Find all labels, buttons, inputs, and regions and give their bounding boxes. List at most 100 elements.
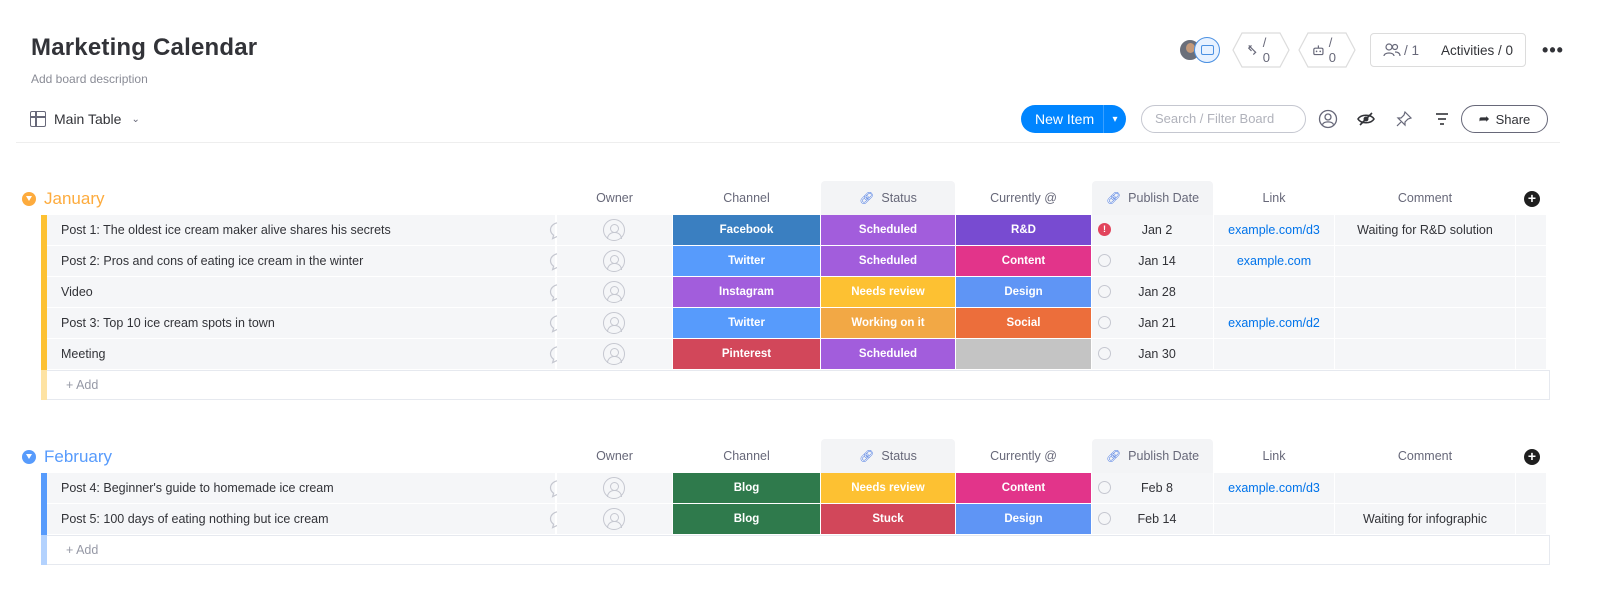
group-collapse-icon[interactable] <box>22 450 36 464</box>
comment-cell[interactable] <box>1335 308 1515 338</box>
item-name-cell[interactable]: Meeting <box>47 339 571 369</box>
column-header-owner[interactable]: Owner <box>596 191 633 205</box>
hide-columns-eye-icon[interactable] <box>1355 108 1377 130</box>
chevron-down-icon[interactable]: ▾ <box>1112 113 1118 125</box>
table-row[interactable]: Post 5: 100 days of eating nothing but i… <box>18 504 1550 535</box>
column-header-publish-date[interactable]: 🔗︎ Publish Date <box>1092 181 1213 215</box>
column-header-owner[interactable]: Owner <box>596 449 633 463</box>
channel-label[interactable]: Pinterest <box>673 339 820 369</box>
automations-button[interactable]: / 0 <box>1298 32 1356 68</box>
currently-label[interactable]: Content <box>956 246 1091 276</box>
link-cell[interactable]: example.com/d3 <box>1214 473 1334 503</box>
link-cell[interactable]: example.com/d2 <box>1214 308 1334 338</box>
item-name-cell[interactable]: Post 1: The oldest ice cream maker alive… <box>47 215 571 245</box>
link-cell[interactable] <box>1214 504 1334 534</box>
item-name[interactable]: Post 3: Top 10 ice cream spots in town <box>61 316 275 330</box>
add-item-input[interactable]: + Add <box>47 535 1550 565</box>
link-cell[interactable] <box>1214 339 1334 369</box>
column-header-publish-date[interactable]: 🔗︎ Publish Date <box>1092 439 1213 473</box>
item-name-cell[interactable]: Post 5: 100 days of eating nothing but i… <box>47 504 571 534</box>
channel-label[interactable]: Blog <box>673 473 820 503</box>
item-name-cell[interactable]: Post 2: Pros and cons of eating ice crea… <box>47 246 571 276</box>
item-name-cell[interactable]: Post 3: Top 10 ice cream spots in town <box>47 308 571 338</box>
status-label[interactable]: Scheduled <box>821 339 955 369</box>
comment-cell[interactable] <box>1335 339 1515 369</box>
publish-date-cell[interactable]: Jan 14 <box>1092 246 1213 276</box>
board-description[interactable]: Add board description <box>31 72 148 86</box>
table-row[interactable]: Post 3: Top 10 ice cream spots in town T… <box>18 308 1550 339</box>
new-item-button[interactable]: New Item ▾ <box>1021 105 1126 133</box>
table-row[interactable]: Post 4: Beginner's guide to homemade ice… <box>18 473 1550 504</box>
owner-cell[interactable] <box>557 308 672 338</box>
more-options-icon[interactable]: ••• <box>1542 39 1564 60</box>
status-label[interactable]: Scheduled <box>821 215 955 245</box>
column-header-link[interactable]: Link <box>1262 449 1286 463</box>
add-item-row[interactable]: + Add <box>18 535 1550 565</box>
status-label[interactable]: Needs review <box>821 473 955 503</box>
publish-date-cell[interactable]: Feb 8 <box>1092 473 1213 503</box>
table-row[interactable]: Post 2: Pros and cons of eating ice crea… <box>18 246 1550 277</box>
members-activities-button[interactable]: / 1 Activities / 0 <box>1370 33 1527 67</box>
column-header-channel[interactable]: Channel <box>723 191 770 205</box>
item-name-cell[interactable]: Post 4: Beginner's guide to homemade ice… <box>47 473 571 503</box>
owner-cell[interactable] <box>557 277 672 307</box>
owner-cell[interactable] <box>557 473 672 503</box>
link-cell[interactable] <box>1214 277 1334 307</box>
item-name-cell[interactable]: Video <box>47 277 571 307</box>
column-header-status[interactable]: 🔗︎ Status <box>821 181 955 215</box>
group-title[interactable]: February <box>44 447 113 466</box>
item-name[interactable]: Post 5: 100 days of eating nothing but i… <box>61 512 329 526</box>
column-header-currently[interactable]: Currently @ <box>990 191 1057 205</box>
currently-label[interactable]: R&D <box>956 215 1091 245</box>
item-name[interactable]: Meeting <box>61 347 106 361</box>
owner-cell[interactable] <box>557 246 672 276</box>
add-column-icon[interactable]: + <box>1524 449 1540 465</box>
currently-label[interactable]: Social <box>956 308 1091 338</box>
channel-label[interactable]: Blog <box>673 504 820 534</box>
comment-cell[interactable] <box>1335 277 1515 307</box>
item-name[interactable]: Video <box>61 285 93 299</box>
link-cell[interactable]: example.com <box>1214 246 1334 276</box>
share-button[interactable]: ➦ Share <box>1461 105 1548 133</box>
owner-cell[interactable] <box>557 504 672 534</box>
channel-label[interactable]: Facebook <box>673 215 820 245</box>
comment-cell[interactable] <box>1335 473 1515 503</box>
group-title[interactable]: January <box>44 189 105 208</box>
view-selector[interactable]: Main Table ⌄ <box>30 108 140 130</box>
publish-date-cell[interactable]: ! Jan 2 <box>1092 215 1213 245</box>
publish-date-cell[interactable]: Jan 21 <box>1092 308 1213 338</box>
table-row[interactable]: Post 1: The oldest ice cream maker alive… <box>18 215 1550 246</box>
owner-cell[interactable] <box>557 215 672 245</box>
comment-cell[interactable]: Waiting for R&D solution <box>1335 215 1515 245</box>
item-name[interactable]: Post 2: Pros and cons of eating ice crea… <box>61 254 364 268</box>
board-title[interactable]: Marketing Calendar <box>31 34 258 61</box>
channel-label[interactable]: Twitter <box>673 308 820 338</box>
status-label[interactable]: Needs review <box>821 277 955 307</box>
column-header-link[interactable]: Link <box>1262 191 1286 205</box>
table-row[interactable]: Video Instagram Needs review Design Jan … <box>18 277 1550 308</box>
integrations-button[interactable]: / 0 <box>1232 32 1290 68</box>
pin-icon[interactable] <box>1393 108 1415 130</box>
currently-label[interactable]: Design <box>956 504 1091 534</box>
comment-cell[interactable] <box>1335 246 1515 276</box>
column-header-currently[interactable]: Currently @ <box>990 449 1057 463</box>
currently-label[interactable] <box>956 339 1091 369</box>
board-avatars[interactable] <box>1178 35 1224 65</box>
filter-icon[interactable] <box>1431 108 1453 130</box>
column-header-status[interactable]: 🔗︎ Status <box>821 439 955 473</box>
publish-date-cell[interactable]: Jan 28 <box>1092 277 1213 307</box>
person-filter-icon[interactable] <box>1317 108 1339 130</box>
search-input[interactable]: Search / Filter Board <box>1141 105 1306 133</box>
link-cell[interactable]: example.com/d3 <box>1214 215 1334 245</box>
guest-avatar-icon[interactable] <box>1194 37 1220 63</box>
currently-label[interactable]: Design <box>956 277 1091 307</box>
add-item-input[interactable]: + Add <box>47 370 1550 400</box>
table-row[interactable]: Meeting Pinterest Scheduled Jan 30 <box>18 339 1550 370</box>
status-label[interactable]: Working on it <box>821 308 955 338</box>
status-label[interactable]: Scheduled <box>821 246 955 276</box>
item-name[interactable]: Post 4: Beginner's guide to homemade ice… <box>61 481 334 495</box>
owner-cell[interactable] <box>557 339 672 369</box>
item-name[interactable]: Post 1: The oldest ice cream maker alive… <box>61 223 391 237</box>
column-header-channel[interactable]: Channel <box>723 449 770 463</box>
publish-date-cell[interactable]: Jan 30 <box>1092 339 1213 369</box>
